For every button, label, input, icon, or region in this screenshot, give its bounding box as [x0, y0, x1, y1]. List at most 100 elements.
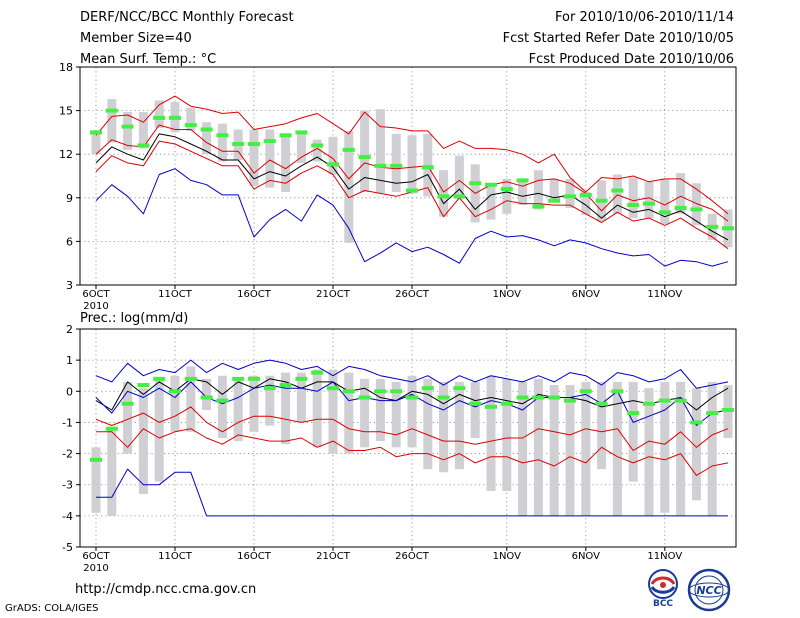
y-tick-label: -1	[62, 416, 73, 429]
ensemble-box	[249, 375, 259, 432]
observed-marker	[611, 389, 624, 394]
ensemble-box	[391, 133, 401, 192]
ensemble-box	[581, 381, 591, 516]
x-tick-label: 16OCT	[237, 289, 272, 300]
envelope-line-a	[95, 359, 729, 389]
ensemble-box	[454, 155, 464, 200]
x-tick-label: 26OCT	[395, 551, 430, 562]
ensemble-box	[281, 133, 291, 192]
observed-marker	[169, 389, 181, 394]
bcc-logo: BCC	[640, 568, 686, 612]
observed-marker	[327, 162, 339, 167]
observed-marker	[564, 194, 576, 199]
x-tick-label: 26OCT	[395, 289, 430, 300]
y-tick-label: -5	[62, 541, 73, 554]
ensemble-box	[644, 181, 654, 219]
ensemble-box	[597, 381, 607, 470]
y-tick-label: 2	[66, 323, 73, 336]
plot-frame	[79, 328, 737, 548]
ensemble-box	[91, 447, 101, 513]
observed-marker	[216, 133, 229, 138]
observed-marker	[137, 383, 150, 388]
observed-marker	[327, 386, 339, 391]
observed-marker	[469, 181, 482, 186]
y-tick-label: -3	[62, 479, 73, 492]
ensemble-box	[518, 381, 528, 516]
spread-line-a	[95, 95, 729, 215]
ensemble-box	[407, 135, 417, 194]
ensemble-box	[581, 191, 591, 216]
y-tick-label: 12	[59, 148, 73, 161]
ensemble-box	[391, 381, 401, 448]
chart-panel-1: 3 6 9 12 15 18 6OCT 11OCT 16OCT 21OCT 26OCT 1NOV 6NO…	[59, 61, 737, 312]
observed-marker	[548, 395, 561, 400]
observed-marker	[437, 194, 450, 199]
variable-label: Mean Surf. Temp.: °C	[80, 52, 217, 67]
ensemble-box	[296, 133, 306, 163]
ensemble-box	[138, 388, 148, 495]
observed-marker	[169, 115, 181, 120]
ensemble-box	[470, 381, 480, 438]
ensemble-box	[123, 381, 133, 454]
observed-marker	[722, 407, 734, 412]
x-tick-label: 6OCT	[82, 551, 110, 562]
x-tick-label: 16OCT	[237, 551, 272, 562]
ensemble-box	[107, 98, 117, 143]
observed-marker	[374, 389, 387, 394]
ensemble-box	[407, 375, 417, 448]
ensemble-box	[533, 378, 543, 516]
observed-marker	[658, 398, 671, 403]
chart-title: DERF/NCC/BCC Monthly Forecast	[80, 10, 294, 25]
x-tick-label: 6NOV	[572, 551, 601, 562]
ensemble-box	[518, 180, 528, 206]
ensemble-box	[533, 170, 543, 210]
ensemble-box	[486, 184, 496, 220]
ensemble-box	[676, 381, 686, 516]
plot-frame	[79, 66, 737, 286]
ensemble-box	[217, 123, 227, 162]
envelope-line-a	[95, 168, 729, 267]
ensemble-box	[676, 173, 686, 214]
ensemble-box	[265, 129, 275, 188]
x-tick-label: 11OCT	[158, 289, 193, 300]
observed-marker	[311, 370, 324, 375]
x-year-label: 2010	[83, 301, 108, 312]
header-left: DERF/NCC/BCC Monthly Forecast Member Siz…	[80, 10, 294, 73]
observed-marker	[390, 389, 403, 394]
ensemble-box	[628, 177, 638, 219]
observed-marker	[627, 203, 640, 208]
observed-marker	[627, 411, 640, 416]
ensemble-box	[233, 378, 243, 442]
x-tick-label: 21OCT	[316, 289, 351, 300]
x-tick-label: 6OCT	[82, 289, 110, 300]
ncc-logo-icon: NCC	[687, 568, 731, 612]
observed-marker	[579, 389, 592, 394]
observed-marker	[137, 143, 150, 148]
observed-marker	[358, 395, 371, 400]
observed-marker	[437, 395, 450, 400]
ensemble-box	[186, 366, 196, 432]
observed-marker	[342, 147, 355, 152]
y-tick-label: 3	[66, 279, 73, 292]
ensemble-box	[612, 174, 622, 214]
observed-marker	[200, 127, 213, 132]
y-tick-label: 18	[59, 61, 73, 74]
observed-marker	[453, 194, 466, 199]
ensemble-box	[502, 178, 512, 214]
started-date-label: Fcst Started Refer Date 2010/10/05	[502, 31, 734, 46]
observed-marker	[658, 210, 671, 215]
ensemble-box	[439, 381, 449, 473]
observed-marker	[105, 426, 118, 431]
ensemble-box	[202, 122, 212, 155]
observed-marker	[564, 398, 576, 403]
ensemble-box	[549, 385, 559, 516]
ensemble-box	[186, 107, 196, 131]
observed-marker	[295, 376, 308, 381]
observed-marker	[500, 187, 513, 192]
observed-marker	[516, 178, 529, 183]
ensemble-box	[644, 388, 654, 516]
ensemble-box	[486, 375, 496, 491]
ensemble-box	[170, 375, 180, 432]
